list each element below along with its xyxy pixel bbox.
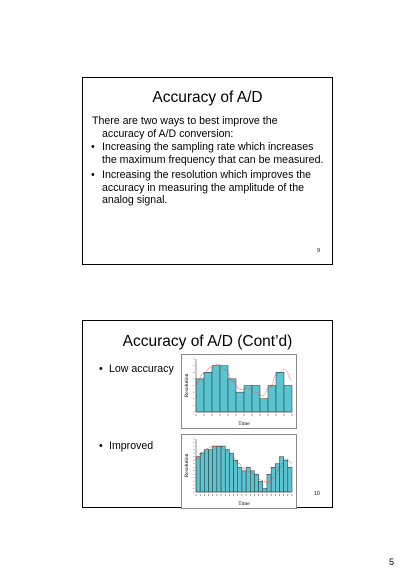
- bullet-icon: •: [91, 169, 95, 182]
- analog-signal-curve: [195, 363, 293, 397]
- improved-chart: Time Resolution: [181, 434, 297, 509]
- chart-bar: [245, 467, 251, 493]
- chart-bar: [237, 467, 243, 493]
- item-label: Low accuracy: [109, 363, 174, 375]
- analog-signal-curve: [195, 445, 293, 484]
- chart-bar: [241, 470, 247, 493]
- chart-bar: [287, 467, 293, 493]
- slide-title: Accuracy of A/D (Cont’d): [122, 333, 293, 350]
- chart-bar: [283, 459, 289, 493]
- slide-number: 10: [313, 491, 320, 497]
- chart-bar: [254, 474, 259, 493]
- y-axis-label: Resolution: [184, 373, 190, 397]
- chart-bar: [251, 385, 261, 413]
- bullet-text: Increasing the resolution which improves…: [102, 169, 312, 207]
- intro-line-2: accuracy of A/D conversion:: [102, 127, 234, 140]
- chart-bar: [219, 365, 229, 413]
- chart-bar: [250, 470, 255, 493]
- chart-bar: [229, 452, 234, 493]
- chart-bar: [204, 449, 209, 493]
- slide-accuracy-of-ad-contd: Accuracy of A/D (Cont’d) • Low accuracy •…: [82, 320, 333, 509]
- bullet-list: • Increasing the sampling rate which inc…: [90, 141, 324, 210]
- chart-bar: [203, 372, 213, 413]
- intro-text: There are two ways to best improve the a…: [92, 115, 324, 140]
- item-improved: • Improved: [99, 440, 153, 452]
- slide-number: 9: [316, 248, 320, 254]
- low-accuracy-chart-svg: Time Resolution: [184, 358, 293, 427]
- chart-bar: [266, 474, 272, 493]
- bullet-icon: •: [99, 440, 103, 452]
- chart-bar: [262, 488, 268, 493]
- intro-line-1: There are two ways to best improve the: [92, 115, 278, 127]
- page-number: 5: [389, 557, 395, 567]
- chart-bar: [208, 449, 213, 493]
- bullet-icon: •: [99, 363, 103, 375]
- chart-bar: [224, 449, 230, 493]
- bullet-icon: •: [91, 141, 95, 153]
- chart-bar: [258, 481, 264, 493]
- chart-bar: [259, 398, 269, 413]
- chart-bar: [216, 445, 222, 493]
- chart-bar: [270, 467, 276, 493]
- chart-bar: [195, 456, 201, 493]
- chart-bar: [233, 459, 238, 493]
- chart-bar: [267, 385, 277, 413]
- chart-bar: [212, 445, 218, 493]
- chart-bar: [220, 445, 226, 493]
- y-axis-label: Resolution: [184, 453, 190, 477]
- bullet-item: • Increasing the sampling rate which inc…: [90, 141, 324, 166]
- improved-chart-svg: Time Resolution: [184, 438, 293, 507]
- item-label: Improved: [109, 440, 154, 452]
- bullet-text: Increasing the sampling rate which incre…: [102, 141, 324, 166]
- x-axis-label: Time: [238, 421, 250, 427]
- chart-bar: [235, 391, 245, 413]
- chart-bar: [283, 385, 293, 413]
- chart-bar: [279, 456, 284, 493]
- bullet-item: • Increasing the resolution which improv…: [90, 169, 324, 207]
- item-low-accuracy: • Low accuracy: [99, 363, 174, 375]
- chart-bar: [199, 452, 205, 493]
- chart-bar: [211, 365, 221, 413]
- slide-accuracy-of-ad: Accuracy of A/D There are two ways to be…: [82, 77, 333, 265]
- chart-bar: [227, 378, 237, 413]
- x-axis-label: Time: [238, 501, 250, 507]
- slide-title: Accuracy of A/D: [152, 89, 263, 106]
- chart-bar: [275, 372, 285, 413]
- low-accuracy-chart: Time Resolution: [181, 354, 297, 429]
